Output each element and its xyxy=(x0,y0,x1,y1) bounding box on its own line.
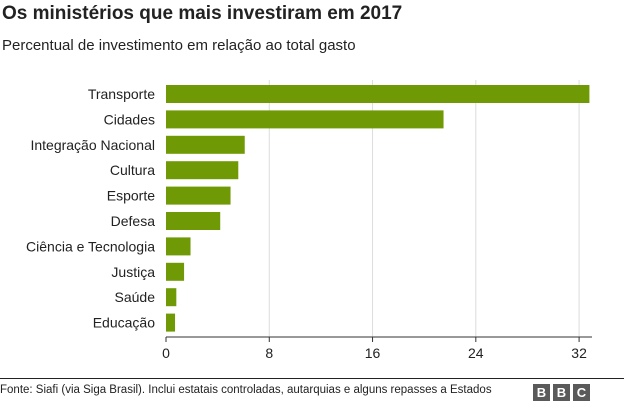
bar xyxy=(166,161,239,180)
chart-subtitle: Percentual de investimento em relação ao… xyxy=(2,37,356,54)
category-label: Ciência e Tecnologia xyxy=(26,238,155,254)
category-label: Integração Nacional xyxy=(30,137,155,153)
bar xyxy=(166,212,221,230)
category-label: Cidades xyxy=(104,111,155,127)
source-note: Fonte: Siafi (via Siga Brasil). Inclui e… xyxy=(0,384,492,396)
x-tick-label: 8 xyxy=(265,345,273,361)
bbc-logo: B B C xyxy=(533,384,590,401)
bar xyxy=(166,85,590,103)
x-tick-label: 16 xyxy=(365,345,381,361)
footer-divider xyxy=(0,378,624,379)
category-label: Cultura xyxy=(110,162,155,178)
category-label: Educação xyxy=(93,315,155,331)
bbc-logo-letter: B xyxy=(533,384,550,401)
bar xyxy=(166,288,177,307)
bar xyxy=(166,313,176,332)
category-label: Saúde xyxy=(115,289,156,305)
chart-title: Os ministérios que mais investiram em 20… xyxy=(2,3,403,24)
bar xyxy=(166,186,231,205)
category-label: Esporte xyxy=(107,188,155,204)
bar xyxy=(166,262,185,281)
category-label: Justiça xyxy=(111,264,155,280)
x-tick-label: 24 xyxy=(468,345,484,361)
category-label: Defesa xyxy=(111,213,156,229)
x-tick-label: 32 xyxy=(571,345,587,361)
category-label: Transporte xyxy=(88,86,155,102)
bbc-logo-letter: B xyxy=(553,384,570,401)
x-tick-label: 0 xyxy=(162,345,170,361)
bar-chart: Transporte Cidades Integração Nacional Cult… xyxy=(26,80,592,361)
bar xyxy=(166,135,245,154)
bar xyxy=(166,110,444,129)
bar xyxy=(166,237,191,256)
bbc-logo-letter: C xyxy=(573,384,590,401)
